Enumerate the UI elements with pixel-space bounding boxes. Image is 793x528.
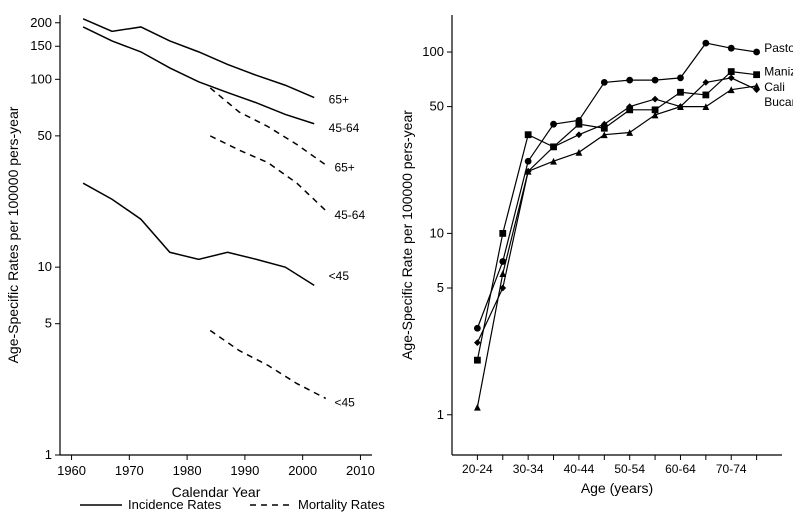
svg-text:20-24: 20-24 [462,462,493,476]
svg-text:Mortality Rates: Mortality Rates [298,497,385,512]
series-label: 45-64 [334,208,365,222]
series-pasto [477,43,756,328]
right-ylabel: Age-Specific Rate per 100000 pers-year [399,110,415,360]
series-label: 45-64 [329,121,360,135]
series-label: <45 [329,269,350,283]
right-xlabel: Age (years) [581,480,653,496]
series-label: Cali [764,80,785,94]
svg-text:60-64: 60-64 [665,462,696,476]
svg-text:40-44: 40-44 [564,462,595,476]
series-mortality-45-64 [210,136,326,211]
svg-text:2010: 2010 [346,463,375,478]
svg-text:10: 10 [430,225,444,240]
svg-text:1970: 1970 [115,463,144,478]
series-incidence-<45 [83,183,314,285]
series-label: 65+ [334,160,354,174]
svg-text:150: 150 [30,38,52,53]
svg-text:Incidence Rates: Incidence Rates [128,497,222,512]
left-chart: 196019701980199020002010151050100150200C… [5,15,385,512]
series-label: Bucaramanga [764,95,793,109]
svg-text:1: 1 [437,407,444,422]
svg-text:2000: 2000 [288,463,317,478]
series-label: 65+ [329,93,349,107]
series-incidence-65+ [83,19,314,98]
svg-text:50-54: 50-54 [614,462,645,476]
svg-text:30-34: 30-34 [513,462,544,476]
series-mortality-<45 [210,331,326,399]
series-cali [477,78,756,343]
svg-text:10: 10 [38,259,52,274]
left-ylabel: Age-Specific Rates per 100000 pers-year [5,106,21,363]
svg-text:50: 50 [430,99,444,114]
svg-text:1960: 1960 [57,463,86,478]
svg-text:5: 5 [437,280,444,295]
svg-text:100: 100 [422,44,444,59]
svg-text:70-74: 70-74 [716,462,747,476]
series-bucaramanga [477,86,756,407]
right-chart: 20-24 30-34 40-44 50-54 60-64 70-74 1 5 10 50 100 A… [399,15,793,496]
series-label: Manizales [764,65,793,79]
series-incidence-45-64 [83,27,314,124]
svg-text:100: 100 [30,71,52,86]
svg-text:50: 50 [38,128,52,143]
series-label: <45 [334,396,355,410]
svg-text:1990: 1990 [230,463,259,478]
svg-text:1: 1 [45,447,52,462]
svg-text:200: 200 [30,15,52,30]
series-mortality-65+ [210,88,326,165]
svg-text:5: 5 [45,316,52,331]
series-label: Pasto [764,41,793,55]
figure-container: 196019701980199020002010151050100150200C… [0,0,793,528]
svg-text:1980: 1980 [173,463,202,478]
